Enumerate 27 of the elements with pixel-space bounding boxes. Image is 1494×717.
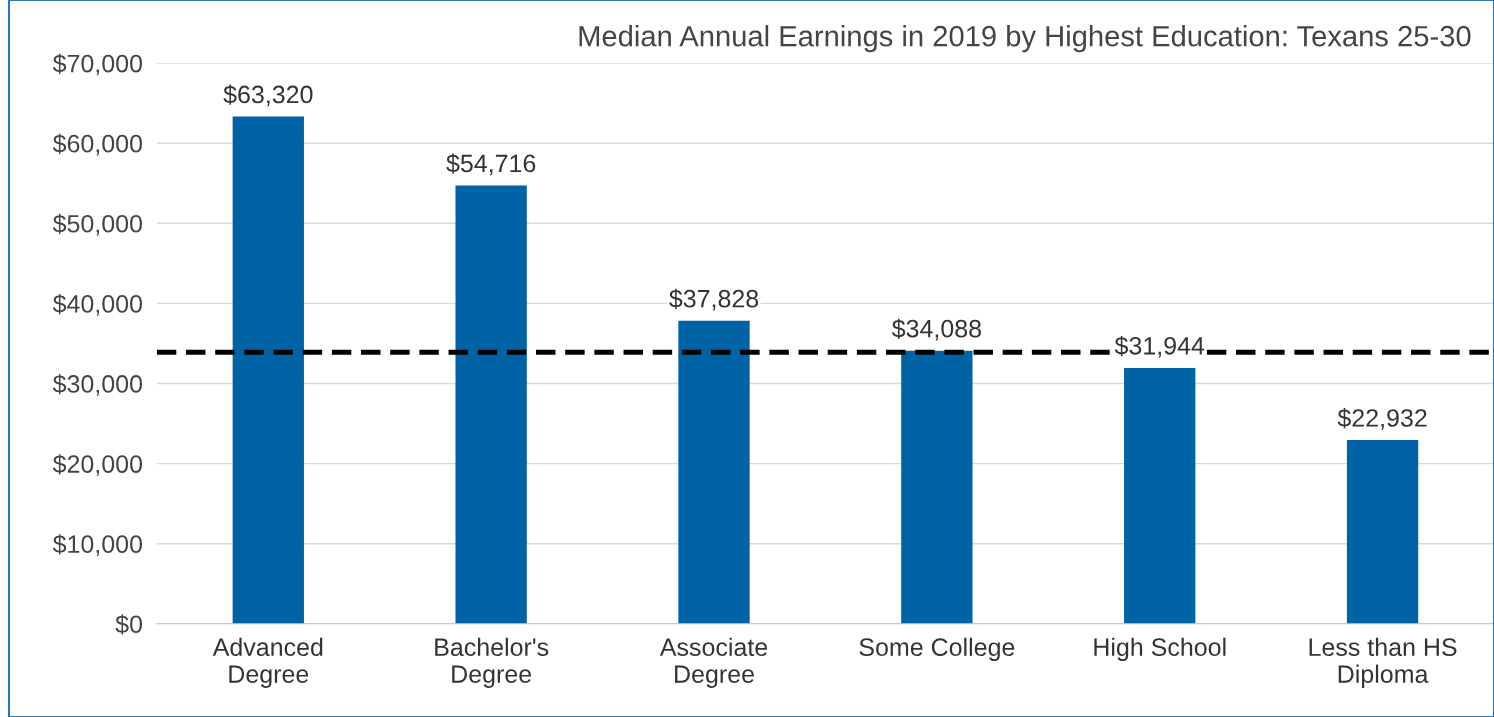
- chart-title: Median Annual Earnings in 2019 by Highest Education: Texans 25-30: [579, 25, 1471, 53]
- x-tick-label: Advanced Degree: [212, 637, 323, 688]
- x-tick-label: High School: [1094, 637, 1226, 661]
- bar: [678, 320, 750, 624]
- y-tick-label: $60,000: [52, 133, 143, 156]
- x-tick-label: Associate Degree: [659, 637, 768, 688]
- y-tick-label: $0: [115, 614, 143, 635]
- bar: [232, 116, 304, 624]
- y-tick-label: $10,000: [52, 534, 143, 556]
- data-label: $31,944: [1114, 335, 1205, 358]
- y-tick-label: $50,000: [52, 213, 143, 236]
- bar: [901, 350, 973, 624]
- data-label: $63,320: [223, 84, 313, 107]
- bar: [1124, 367, 1196, 624]
- y-tick-label: $30,000: [52, 374, 143, 396]
- bar: [1346, 440, 1419, 624]
- x-tick-label: Some College: [859, 637, 1015, 661]
- x-tick-label: Less than HS Diploma: [1309, 637, 1457, 688]
- y-tick-label: $20,000: [52, 454, 143, 476]
- data-label: $37,828: [669, 288, 759, 311]
- data-label: $22,932: [1337, 408, 1427, 430]
- x-tick-label: Bachelor's Degree: [435, 637, 549, 688]
- data-label: $54,716: [446, 153, 536, 176]
- bar: [455, 185, 527, 624]
- y-tick-label: $70,000: [52, 53, 143, 76]
- data-label: $34,088: [891, 318, 981, 341]
- y-tick-label: $40,000: [52, 293, 143, 316]
